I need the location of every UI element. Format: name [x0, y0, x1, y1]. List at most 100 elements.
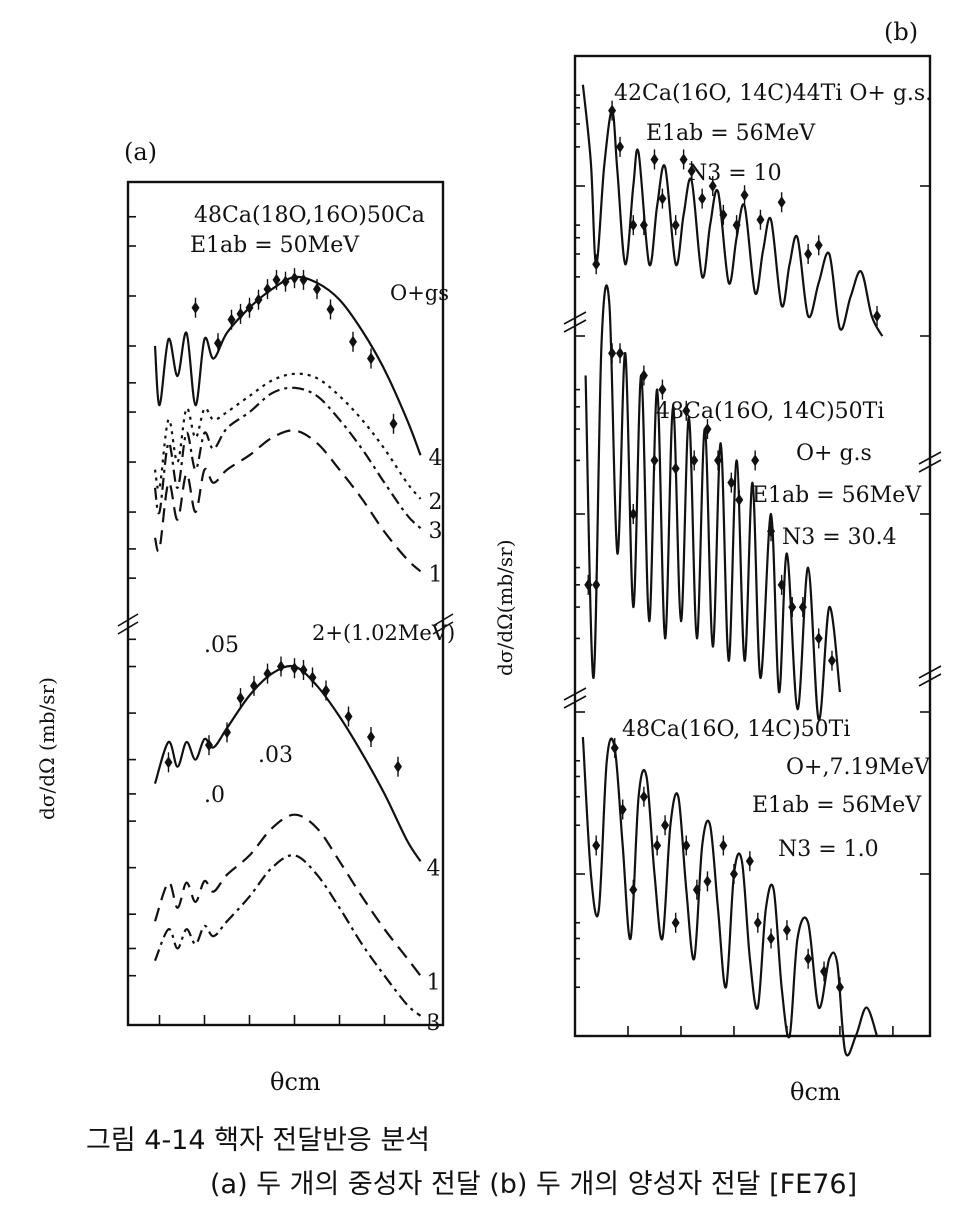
panel-b-y-ticks	[575, 55, 930, 1037]
panel-a-bottom-point-9	[308, 671, 317, 684]
panel-a-bottom-point-4	[250, 679, 258, 692]
panel-a-bottom-series-4-line	[153, 664, 422, 862]
panel-a-bottom-point-3	[236, 692, 245, 705]
panel-b-bottom-point-1	[610, 741, 619, 754]
panel-b-bottom-state: O+,7.19MeV	[786, 755, 931, 780]
panel-a-top-reaction: 48Ca(18O,16O)50Ca	[194, 203, 425, 228]
panel-a-x-axis-label: θcm	[270, 1068, 321, 1096]
panel-b-mid-point-4	[629, 508, 638, 520]
panel-a-top-series-1-label: 1	[429, 562, 443, 587]
panel-b-top-point-12	[719, 208, 728, 221]
panel-b-mid-point-10	[690, 454, 699, 467]
panel-b-top-point-15	[756, 213, 765, 226]
panel-b-mid-point-2	[608, 347, 617, 360]
panel-a-bottom-series-1-label: 1	[427, 971, 441, 996]
panel-a-top-point-5	[254, 293, 263, 306]
panel-a-break-marks	[117, 613, 454, 635]
panel-b-top-norm: N3 = 10	[688, 161, 782, 186]
panel-a-inset-label-3: .0	[204, 783, 225, 808]
panel-b-bottom-point-2	[618, 803, 627, 816]
panel-b-mid-point-6	[650, 454, 659, 467]
panel-b-top-point-16	[777, 196, 786, 209]
panel-b-top-point-6	[658, 192, 667, 205]
panel-a-frame	[126, 180, 445, 1027]
panel-a-bottom-point-0	[164, 756, 173, 769]
panel-b-mid-series-fit-line	[584, 284, 841, 721]
panel-a-bottom-series-1-line	[153, 813, 422, 977]
panel-b-bottom-point-19	[835, 981, 844, 994]
panel-b-top-point-3	[629, 219, 638, 232]
panel-b-bottom-point-10	[703, 875, 712, 888]
panel-a-top-points	[191, 268, 398, 434]
panel-b-mid-point-18	[788, 601, 797, 614]
panel-b-mid-point-13	[727, 476, 736, 489]
panel-a-y-axis-label: dσ/dΩ (mb/sr)	[35, 677, 59, 820]
panel-b-bottom-reaction: 48Ca(16O, 14C)50Ti	[622, 717, 850, 742]
panel-a-top-point-0	[191, 301, 200, 314]
panel-b-series	[581, 84, 884, 1057]
panel-a-top-series-3-label: 3	[429, 519, 443, 544]
panel-b-bottom-point-18	[820, 965, 829, 978]
panel-b-mid-point-15	[751, 454, 760, 467]
panel-a-top-point-8	[281, 275, 290, 288]
panel-b-top-point-18	[814, 239, 823, 252]
panel-a-top-series-4-line	[153, 275, 422, 456]
panel-b-bottom-series-fit-line	[581, 737, 879, 1057]
panel-b-bottom-point-0	[592, 839, 601, 852]
panel-a-bottom-points	[164, 656, 402, 777]
panel-b-top-point-13	[732, 219, 741, 232]
panel-a-top-point-15	[389, 417, 398, 430]
panel-a-bottom-series-3-line	[153, 854, 422, 1017]
panel-b-mid-point-9	[682, 404, 691, 417]
panel-a-bottom-point-1	[205, 739, 213, 752]
panel-a-top-point-11	[313, 283, 321, 296]
panel-b-bottom-point-15	[767, 932, 776, 945]
panel-b-top-point-10	[698, 192, 707, 205]
panel-a-bottom-point-5	[263, 667, 272, 680]
panel-a-top-series-3-line	[153, 386, 422, 530]
panel-b-mid-point-17	[777, 578, 786, 591]
panel-a-top-energy: E1ab = 50MeV	[190, 233, 360, 258]
panel-b-top-series-fit-line	[581, 84, 884, 337]
panel-b-top-point-11	[708, 180, 717, 192]
panel-a-top-state: O+gs	[390, 281, 449, 305]
panel-a-inset-label-2: .03	[258, 743, 293, 768]
panel-a-top-point-13	[349, 335, 357, 348]
panel-b-bottom-energy: E1ab = 56MeV	[752, 793, 922, 818]
panel-a-top-point-4	[245, 301, 254, 314]
panel-b-bottom-point-7	[671, 916, 680, 929]
panel-b-top-point-4	[639, 219, 648, 232]
panel-b-mid-norm: N3 = 30.4	[782, 525, 897, 550]
panel-b-bottom-point-6	[661, 819, 670, 832]
panel-a-inset-label-1: .05	[204, 633, 239, 658]
panel-b: (b) 42Ca(16O, 14C)44Ti O+ g.s. E1ab = 56…	[493, 18, 942, 1106]
panel-b-mid-point-20	[814, 632, 823, 645]
panel-a-top-series-2-label: 2	[429, 490, 443, 515]
panel-b-mid-state: O+ g.s	[796, 441, 872, 466]
panel-b-bottom-point-11	[719, 839, 728, 852]
panel-b-mid-point-12	[714, 454, 723, 467]
panel-a-top-series-4-label: 4	[429, 446, 443, 471]
panel-b-top-reaction: 42Ca(16O, 14C)44Ti O+ g.s.	[614, 81, 932, 106]
panel-b-top-point-1	[608, 104, 617, 117]
panel-a: (a) 4 2 3 1 4 1 3 48Ca(18O,16O)50Ca E1ab = 50…	[35, 138, 455, 1096]
panel-b-mid-point-8	[671, 462, 680, 475]
panel-a-bottom-point-7	[290, 662, 299, 675]
panel-b-mid-point-11	[703, 423, 712, 436]
panel-b-top-point-7	[671, 219, 680, 232]
panel-b-top-point-8	[679, 153, 688, 166]
panel-b-mid-point-1	[592, 578, 601, 591]
panel-b-mid-point-14	[735, 493, 744, 506]
panel-a-bottom-series-4-label: 4	[427, 856, 441, 881]
panel-a-bottom-point-13	[394, 760, 402, 773]
panel-b-x-axis-label: θcm	[790, 1078, 841, 1106]
panel-a-top-series-1-line	[153, 429, 422, 573]
panel-b-mid-point-7	[658, 383, 667, 396]
panel-b-bottom-point-17	[804, 952, 813, 965]
panel-b-bottom-point-8	[682, 839, 691, 852]
panel-a-top-point-7	[272, 273, 281, 286]
panel-b-top-energy: E1ab = 56MeV	[646, 121, 816, 146]
panel-a-y-ticks	[128, 215, 136, 977]
panel-b-bottom-point-12	[729, 868, 738, 880]
